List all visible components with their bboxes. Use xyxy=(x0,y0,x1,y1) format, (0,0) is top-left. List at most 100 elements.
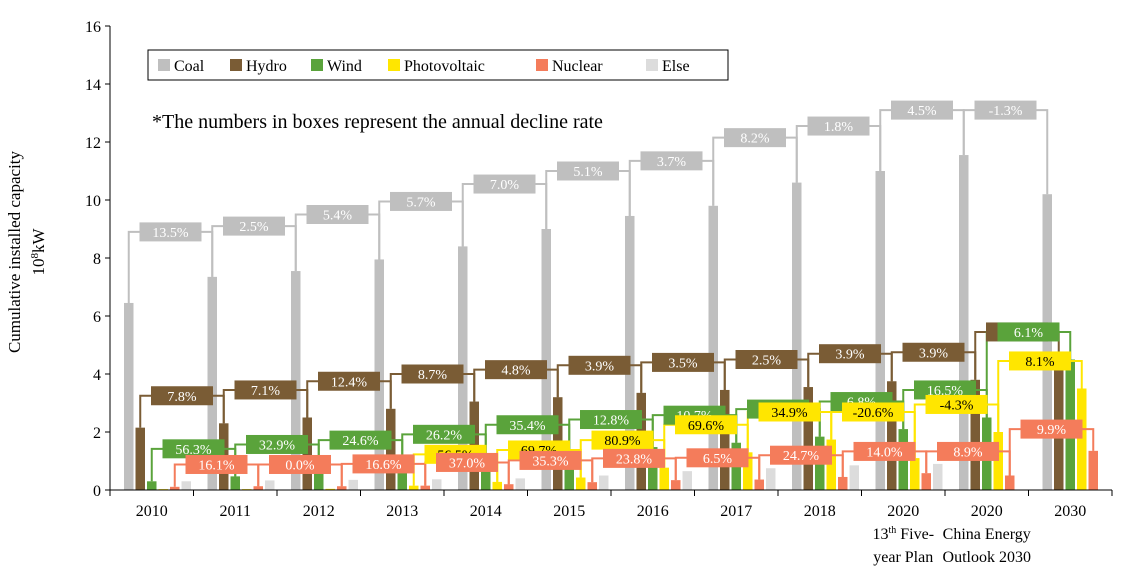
rate-label-photovoltaic-9: -4.3% xyxy=(940,398,974,413)
bar-nuclear-11 xyxy=(1088,450,1098,490)
y-tick-label-8: 16 xyxy=(85,19,101,36)
bar-else-1 xyxy=(265,480,275,490)
legend-label-hydro: Hydro xyxy=(246,58,287,75)
rate-label-hydro-7: 2.5% xyxy=(752,354,782,369)
rate-box-nuclear-1 xyxy=(269,454,331,474)
bar-else-7 xyxy=(766,468,776,490)
bar-coal-8 xyxy=(792,182,802,490)
rate-boxes-layer: 13.5% 2.5% 5.4% 5.7% 7.0% 5.1% 3.7% 8.2% 1.8% 4.5… xyxy=(139,100,1083,474)
annotation-note: *The numbers in boxes represent the annu… xyxy=(152,111,603,133)
y-tick-label-3: 6 xyxy=(93,309,101,326)
bar-coal-10 xyxy=(959,155,969,491)
rate-box-wind-3 xyxy=(413,424,475,444)
rate-box-coal-3 xyxy=(390,191,452,211)
rate-box-coal-5 xyxy=(557,161,619,181)
bar-hydro-0 xyxy=(135,427,145,490)
rate-label-coal-3: 5.7% xyxy=(406,195,436,210)
rate-box-hydro-7 xyxy=(735,350,798,369)
bar-photovoltaic-4 xyxy=(492,481,502,490)
bar-nuclear-5 xyxy=(587,482,597,490)
bar-photovoltaic-5 xyxy=(576,477,586,490)
y-axis-title-line1: Cumulative installed capacity xyxy=(5,150,24,353)
rate-box-hydro-2 xyxy=(318,371,380,391)
x-tick-label-11: 2030 xyxy=(1054,503,1086,520)
bar-coal-0 xyxy=(124,302,134,490)
rate-label-hydro-1: 7.1% xyxy=(251,384,281,399)
rate-label-photovoltaic-10: 8.1% xyxy=(1025,355,1055,370)
bar-else-6 xyxy=(682,471,692,490)
rate-label-hydro-2: 12.4% xyxy=(331,375,368,390)
rate-label-photovoltaic-6: 69.6% xyxy=(688,419,725,434)
x-tick-label-9-sub2: year Plan xyxy=(873,549,933,566)
rate-box-coal-9 xyxy=(891,100,953,120)
rate-box-nuclear-8 xyxy=(853,441,916,461)
rate-box-wind-0 xyxy=(162,439,225,459)
legend[interactable]: Coal Hydro Wind Photovoltaic Nuclear Else xyxy=(147,49,729,81)
x-tick-label-4: 2014 xyxy=(470,503,502,520)
rate-label-wind-4: 35.4% xyxy=(509,419,546,434)
x-tick-label-9-sub1: 13th Five- xyxy=(872,525,934,543)
rate-box-hydro-9 xyxy=(902,342,965,362)
bar-hydro-10 xyxy=(970,379,980,490)
bar-wind-2 xyxy=(314,472,324,490)
rate-label-hydro-4: 4.8% xyxy=(501,364,531,379)
rate-box-hydro-1 xyxy=(234,380,297,400)
rate-label-wind-10: 6.1% xyxy=(1014,326,1044,341)
bar-wind-3 xyxy=(397,467,407,490)
bar-wind-0 xyxy=(147,481,157,490)
axes-layer: 0 2 4 6 8 10 12 14 16 2010 2011 2012 2013 2014 2015 201… xyxy=(85,19,1113,566)
rate-box-nuclear-4 xyxy=(519,450,582,470)
bar-coal-11 xyxy=(1042,194,1052,490)
x-tick-label-6: 2016 xyxy=(637,503,669,520)
rate-box-wind-1 xyxy=(246,434,308,454)
legend-swatch-photovoltaic xyxy=(388,59,400,71)
rate-label-coal-4: 7.0% xyxy=(490,178,520,193)
rate-label-nuclear-2: 16.6% xyxy=(365,458,402,473)
bar-coal-6 xyxy=(625,215,635,490)
bar-hydro-9 xyxy=(887,381,897,490)
bar-nuclear-2 xyxy=(337,486,347,490)
rate-box-hydro-8 xyxy=(819,344,881,364)
rate-label-nuclear-10: 9.9% xyxy=(1037,423,1067,438)
x-tick-label-10-sub1: China Energy xyxy=(943,526,1031,543)
rate-label-hydro-8: 3.9% xyxy=(835,348,865,363)
rate-label-wind-5: 12.8% xyxy=(593,414,630,429)
x-tick-label-1: 2011 xyxy=(220,503,251,520)
rate-box-wind-10 xyxy=(997,322,1060,342)
rate-label-nuclear-5: 23.8% xyxy=(616,452,653,467)
rate-box-photovoltaic-5 xyxy=(591,430,654,450)
rate-label-hydro-5: 3.9% xyxy=(585,359,615,374)
bar-coal-7 xyxy=(708,205,718,491)
rate-label-coal-6: 3.7% xyxy=(657,155,687,170)
y-axis-title-line2: 108kW xyxy=(29,228,48,276)
legend-swatch-coal xyxy=(158,59,170,71)
rate-box-wind-2 xyxy=(329,430,392,450)
rate-label-wind-0: 56.3% xyxy=(175,443,212,458)
rate-label-nuclear-4: 35.3% xyxy=(532,454,569,469)
rate-box-coal-0 xyxy=(139,222,202,242)
y-tick-label-7: 14 xyxy=(85,77,101,94)
bar-photovoltaic-3 xyxy=(409,485,419,490)
bar-else-3 xyxy=(432,479,442,490)
rate-box-photovoltaic-7 xyxy=(758,402,821,422)
rate-label-nuclear-1: 0.0% xyxy=(285,458,315,473)
bar-nuclear-4 xyxy=(504,484,514,490)
rate-label-nuclear-8: 14.0% xyxy=(866,445,903,460)
rate-label-nuclear-3: 37.0% xyxy=(449,456,486,471)
rate-box-hydro-3 xyxy=(401,364,464,384)
rate-label-wind-2: 24.6% xyxy=(342,434,379,449)
rate-label-photovoltaic-5: 80.9% xyxy=(604,434,641,449)
rate-box-wind-9 xyxy=(914,380,976,400)
legend-swatch-else xyxy=(646,59,658,71)
rate-label-hydro-9: 3.9% xyxy=(919,346,949,361)
legend-label-wind: Wind xyxy=(327,58,362,75)
bar-else-4 xyxy=(515,478,525,490)
x-tick-label-3: 2013 xyxy=(386,503,418,520)
rate-box-coal-2 xyxy=(306,205,369,224)
rate-box-coal-8 xyxy=(807,116,870,136)
rate-box-nuclear-6 xyxy=(686,448,749,468)
bar-photovoltaic-11 xyxy=(1077,388,1087,490)
x-tick-label-7: 2017 xyxy=(720,503,752,520)
bar-wind-5 xyxy=(564,452,574,490)
bar-else-8 xyxy=(849,465,859,490)
